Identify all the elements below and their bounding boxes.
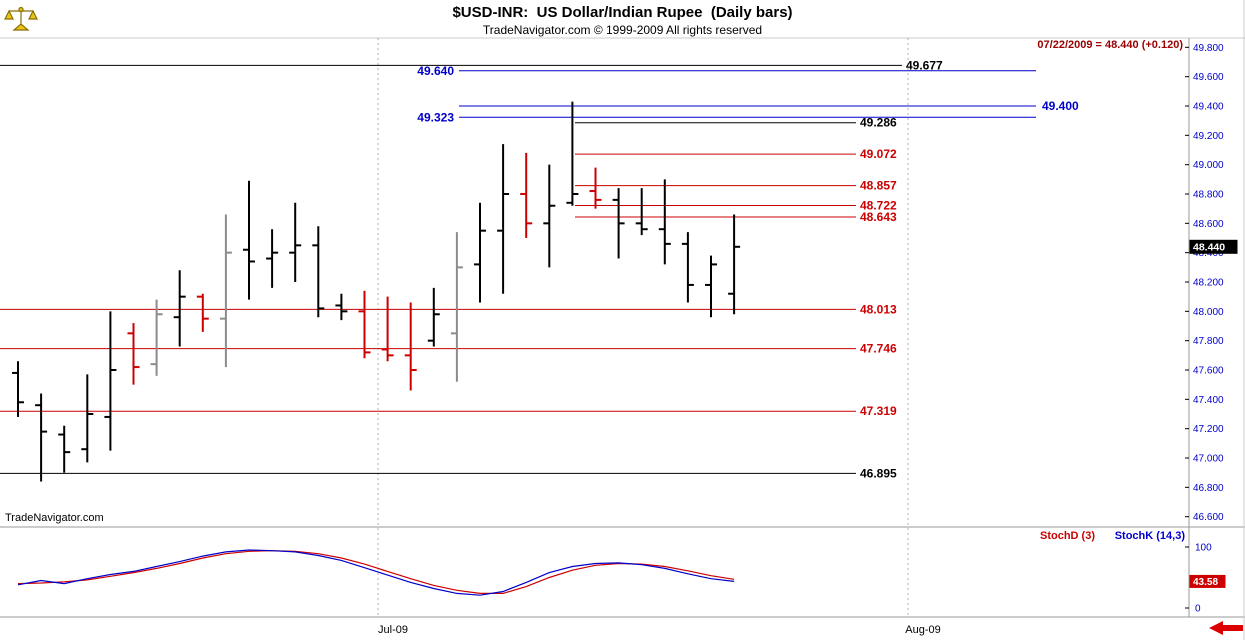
price-axis-label: 47.400 — [1193, 395, 1224, 406]
level-label: 48.857 — [860, 179, 897, 193]
price-axis-label: 46.800 — [1193, 483, 1224, 494]
price-axis-label: 47.200 — [1193, 424, 1224, 435]
level-label: 49.323 — [417, 110, 454, 124]
stochk-line — [17, 549, 735, 596]
current-price-badge-label: 48.440 — [1193, 241, 1225, 253]
price-axis-label: 49.600 — [1193, 72, 1224, 83]
x-axis-label: Jul-09 — [378, 624, 408, 636]
stoch-axis-label: 0 — [1195, 604, 1201, 615]
price-axis-label: 49.800 — [1193, 43, 1224, 54]
level-label: 47.746 — [860, 342, 897, 356]
price-axis-label: 47.600 — [1193, 366, 1224, 377]
level-label: 49.400 — [1042, 99, 1079, 113]
stoch-axis-label: 100 — [1195, 543, 1212, 554]
price-axis-label: 47.800 — [1193, 336, 1224, 347]
stoch-value-badge — [1189, 574, 1226, 588]
chart-title: $USD-INR: US Dollar/Indian Rupee (Daily … — [452, 4, 793, 21]
trade-navigator-logo-icon — [4, 4, 38, 34]
copyright-line: TradeNavigator.com © 1999-2009 All right… — [482, 23, 763, 37]
price-axis-label: 46.600 — [1193, 512, 1224, 523]
level-label: 49.640 — [417, 64, 454, 78]
level-label: 46.895 — [860, 466, 897, 480]
price-axis-label: 47.000 — [1193, 454, 1224, 465]
watermark: TradeNavigator.com — [5, 512, 104, 524]
price-axis-label: 49.000 — [1193, 160, 1224, 171]
stoch-value-badge-label: 43.58 — [1193, 577, 1218, 588]
level-label: 47.319 — [860, 404, 897, 418]
level-label: 48.643 — [860, 210, 897, 224]
price-axis-label: 49.400 — [1193, 102, 1224, 113]
level-label: 48.722 — [860, 198, 897, 212]
stochd-line — [17, 550, 735, 595]
level-label: 49.072 — [860, 147, 897, 161]
x-axis-label: Aug-09 — [905, 624, 940, 636]
level-label: 49.286 — [860, 116, 897, 130]
level-label: 48.013 — [860, 302, 897, 316]
price-axis-label: 48.800 — [1193, 190, 1224, 201]
level-label: 49.677 — [906, 58, 943, 72]
last-quote-readout: 07/22/2009 = 48.440 (+0.120) — [1037, 39, 1183, 51]
price-axis-label: 48.600 — [1193, 219, 1224, 230]
legend-stochd[interactable]: StochD (3) — [1040, 530, 1095, 542]
price-axis-label: 48.000 — [1193, 307, 1224, 318]
scroll-left-arrow-icon[interactable] — [1208, 620, 1244, 636]
legend-stochk[interactable]: StochK (14,3) — [1114, 530, 1185, 542]
current-price-badge — [1189, 239, 1238, 254]
price-axis-label: 48.200 — [1193, 278, 1224, 289]
scales-icon — [4, 6, 38, 31]
price-axis-label: 49.200 — [1193, 131, 1224, 142]
